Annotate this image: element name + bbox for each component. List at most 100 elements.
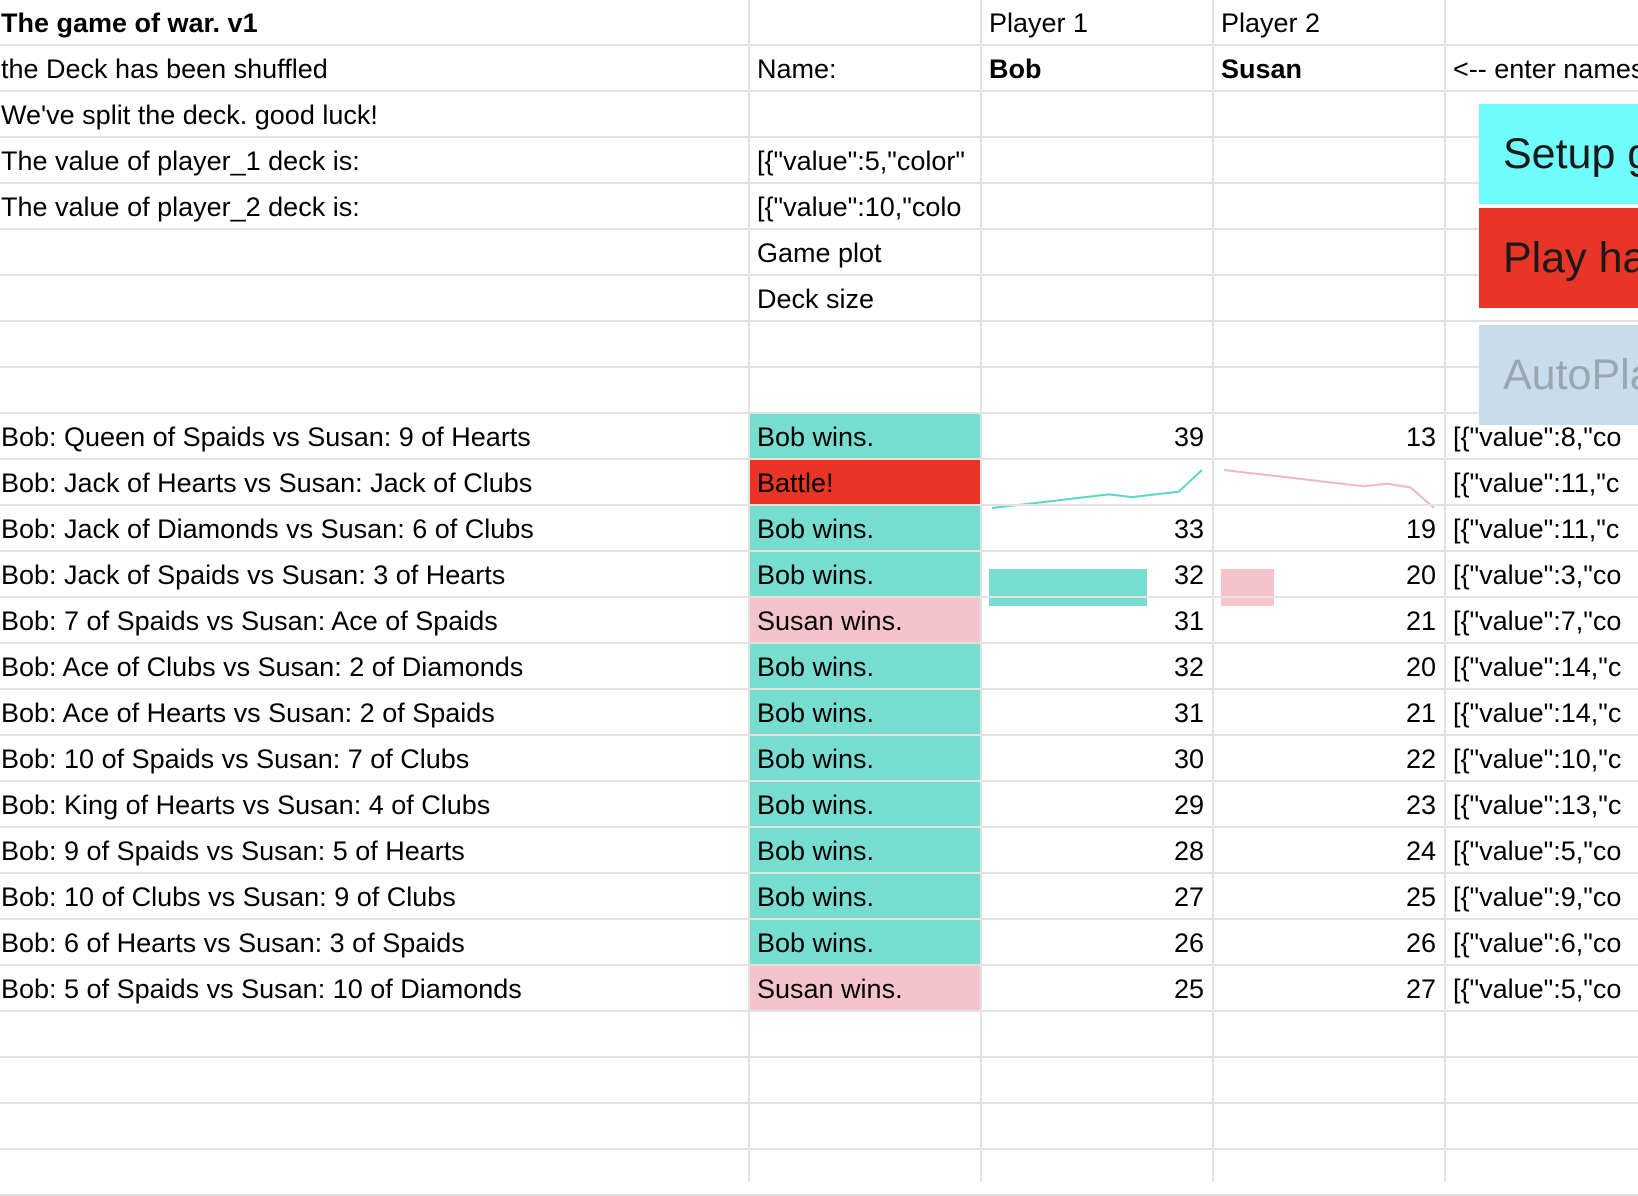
hand-match[interactable]: Bob: Jack of Hearts vs Susan: Jack of Cl…	[0, 460, 748, 504]
hand-row: Bob: 7 of Spaids vs Susan: Ace of Spaids…	[0, 598, 1638, 644]
hand-result[interactable]: Bob wins.	[750, 552, 980, 596]
player1-card-count[interactable]: 32	[982, 644, 1212, 688]
hand-match[interactable]: Bob: 6 of Hearts vs Susan: 3 of Spaids	[0, 920, 748, 964]
player2-card-count[interactable]: 22	[1214, 736, 1444, 780]
hand-result[interactable]: Susan wins.	[750, 598, 980, 642]
hand-result[interactable]: Bob wins.	[750, 920, 980, 964]
p1-deck-value[interactable]: [{"value":5,"color"	[750, 138, 980, 182]
hand-match[interactable]: Bob: 9 of Spaids vs Susan: 5 of Hearts	[0, 828, 748, 872]
hand-result[interactable]: Bob wins.	[750, 874, 980, 918]
sheet-row: We've split the deck. good luck!	[0, 92, 1638, 138]
hand-deck-json[interactable]: [{"value":6,"co	[1446, 920, 1638, 964]
hand-deck-json[interactable]: [{"value":13,"c	[1446, 782, 1638, 826]
p2-deck-label[interactable]: The value of player_2 deck is:	[0, 184, 748, 228]
hand-result[interactable]: Bob wins.	[750, 414, 980, 458]
player1-card-count[interactable]: 33	[982, 506, 1212, 550]
hand-deck-json[interactable]: [{"value":14,"c	[1446, 644, 1638, 688]
hand-match[interactable]: Bob: Ace of Clubs vs Susan: 2 of Diamond…	[0, 644, 748, 688]
enter-names-hint[interactable]: <-- enter names	[1446, 46, 1638, 90]
setup-game-button[interactable]: Setup game	[1479, 104, 1638, 204]
player2-card-count[interactable]: 26	[1214, 920, 1444, 964]
status-shuffled[interactable]: the Deck has been shuffled	[0, 46, 748, 90]
player1-card-count[interactable]	[982, 460, 1212, 504]
player2-card-count[interactable]: 25	[1214, 874, 1444, 918]
player2-card-count[interactable]: 21	[1214, 690, 1444, 734]
hand-row: Bob: 5 of Spaids vs Susan: 10 of Diamond…	[0, 966, 1638, 1012]
sheet-row	[0, 368, 1638, 414]
hand-deck-json[interactable]: [{"value":11,"c	[1446, 506, 1638, 550]
player1-card-count[interactable]: 32	[982, 552, 1212, 596]
player2-card-count[interactable]: 23	[1214, 782, 1444, 826]
hand-row: Bob: Queen of Spaids vs Susan: 9 of Hear…	[0, 414, 1638, 460]
empty-cell[interactable]	[750, 0, 980, 44]
sheet-row	[0, 1058, 1638, 1104]
hand-deck-json[interactable]: [{"value":10,"c	[1446, 736, 1638, 780]
p1-deck-label[interactable]: The value of player_1 deck is:	[0, 138, 748, 182]
player1-card-count[interactable]: 29	[982, 782, 1212, 826]
player2-card-count[interactable]: 20	[1214, 552, 1444, 596]
deck-size-label[interactable]: Deck size	[750, 276, 980, 320]
game-plot-label[interactable]: Game plot	[750, 230, 980, 274]
player1-card-count[interactable]: 39	[982, 414, 1212, 458]
hand-result[interactable]: Bob wins.	[750, 644, 980, 688]
player2-card-count[interactable]: 21	[1214, 598, 1444, 642]
hand-match[interactable]: Bob: King of Hearts vs Susan: 4 of Clubs	[0, 782, 748, 826]
player2-card-count[interactable]: 19	[1214, 506, 1444, 550]
hand-row: Bob: Ace of Clubs vs Susan: 2 of Diamond…	[0, 644, 1638, 690]
player1-card-count[interactable]: 27	[982, 874, 1212, 918]
sheet-row: Game plot	[0, 230, 1638, 276]
hand-result[interactable]: Susan wins.	[750, 966, 980, 1010]
player2-card-count[interactable]: 24	[1214, 828, 1444, 872]
hand-row: Bob: Ace of Hearts vs Susan: 2 of Spaids…	[0, 690, 1638, 736]
hand-result[interactable]: Bob wins.	[750, 782, 980, 826]
player2-name-input[interactable]: Susan	[1214, 46, 1444, 90]
hand-row: Bob: 10 of Clubs vs Susan: 9 of Clubs Bob…	[0, 874, 1638, 920]
hand-deck-json[interactable]: [{"value":5,"co	[1446, 828, 1638, 872]
hand-match[interactable]: Bob: Queen of Spaids vs Susan: 9 of Hear…	[0, 414, 748, 458]
player2-card-count[interactable]: 13	[1214, 414, 1444, 458]
sheet-row: The value of player_2 deck is: [{"value"…	[0, 184, 1638, 230]
player1-header[interactable]: Player 1	[982, 0, 1212, 44]
sheet-row: The game of war. v1 Player 1 Player 2	[0, 0, 1638, 46]
player2-header[interactable]: Player 2	[1214, 0, 1444, 44]
hand-deck-json[interactable]: [{"value":11,"c	[1446, 460, 1638, 504]
hand-match[interactable]: Bob: 5 of Spaids vs Susan: 10 of Diamond…	[0, 966, 748, 1010]
hand-deck-json[interactable]: [{"value":5,"co	[1446, 966, 1638, 1010]
game-title[interactable]: The game of war. v1	[0, 0, 748, 44]
hand-deck-json[interactable]: [{"value":7,"co	[1446, 598, 1638, 642]
hand-result[interactable]: Bob wins.	[750, 736, 980, 780]
sheet-row: Deck size	[0, 276, 1638, 322]
hand-result[interactable]: Bob wins.	[750, 506, 980, 550]
sheet-row	[0, 1012, 1638, 1058]
hand-match[interactable]: Bob: 7 of Spaids vs Susan: Ace of Spaids	[0, 598, 748, 642]
hand-deck-json[interactable]: [{"value":14,"c	[1446, 690, 1638, 734]
player1-card-count[interactable]: 25	[982, 966, 1212, 1010]
hand-deck-json[interactable]: [{"value":9,"co	[1446, 874, 1638, 918]
name-label[interactable]: Name:	[750, 46, 980, 90]
player2-card-count[interactable]: 27	[1214, 966, 1444, 1010]
hand-match[interactable]: Bob: Jack of Diamonds vs Susan: 6 of Clu…	[0, 506, 748, 550]
play-hand-button[interactable]: Play hand	[1479, 208, 1638, 308]
hand-row: Bob: Jack of Hearts vs Susan: Jack of Cl…	[0, 460, 1638, 506]
player1-card-count[interactable]: 30	[982, 736, 1212, 780]
hand-match[interactable]: Bob: Ace of Hearts vs Susan: 2 of Spaids	[0, 690, 748, 734]
hand-deck-json[interactable]: [{"value":3,"co	[1446, 552, 1638, 596]
hand-result[interactable]: Battle!	[750, 460, 980, 504]
player1-card-count[interactable]: 31	[982, 598, 1212, 642]
status-split[interactable]: We've split the deck. good luck!	[0, 92, 748, 136]
player2-card-count[interactable]	[1214, 460, 1444, 504]
hand-match[interactable]: Bob: 10 of Spaids vs Susan: 7 of Clubs	[0, 736, 748, 780]
hand-result[interactable]: Bob wins.	[750, 690, 980, 734]
p2-deck-value[interactable]: [{"value":10,"colo	[750, 184, 980, 228]
autoplay-button[interactable]: AutoPlay	[1479, 325, 1638, 425]
hand-row: Bob: 9 of Spaids vs Susan: 5 of Hearts Bo…	[0, 828, 1638, 874]
player1-card-count[interactable]: 28	[982, 828, 1212, 872]
hand-match[interactable]: Bob: 10 of Clubs vs Susan: 9 of Clubs	[0, 874, 748, 918]
player1-card-count[interactable]: 26	[982, 920, 1212, 964]
player1-card-count[interactable]: 31	[982, 690, 1212, 734]
player2-card-count[interactable]: 20	[1214, 644, 1444, 688]
player1-name-input[interactable]: Bob	[982, 46, 1212, 90]
hand-match[interactable]: Bob: Jack of Spaids vs Susan: 3 of Heart…	[0, 552, 748, 596]
hand-result[interactable]: Bob wins.	[750, 828, 980, 872]
